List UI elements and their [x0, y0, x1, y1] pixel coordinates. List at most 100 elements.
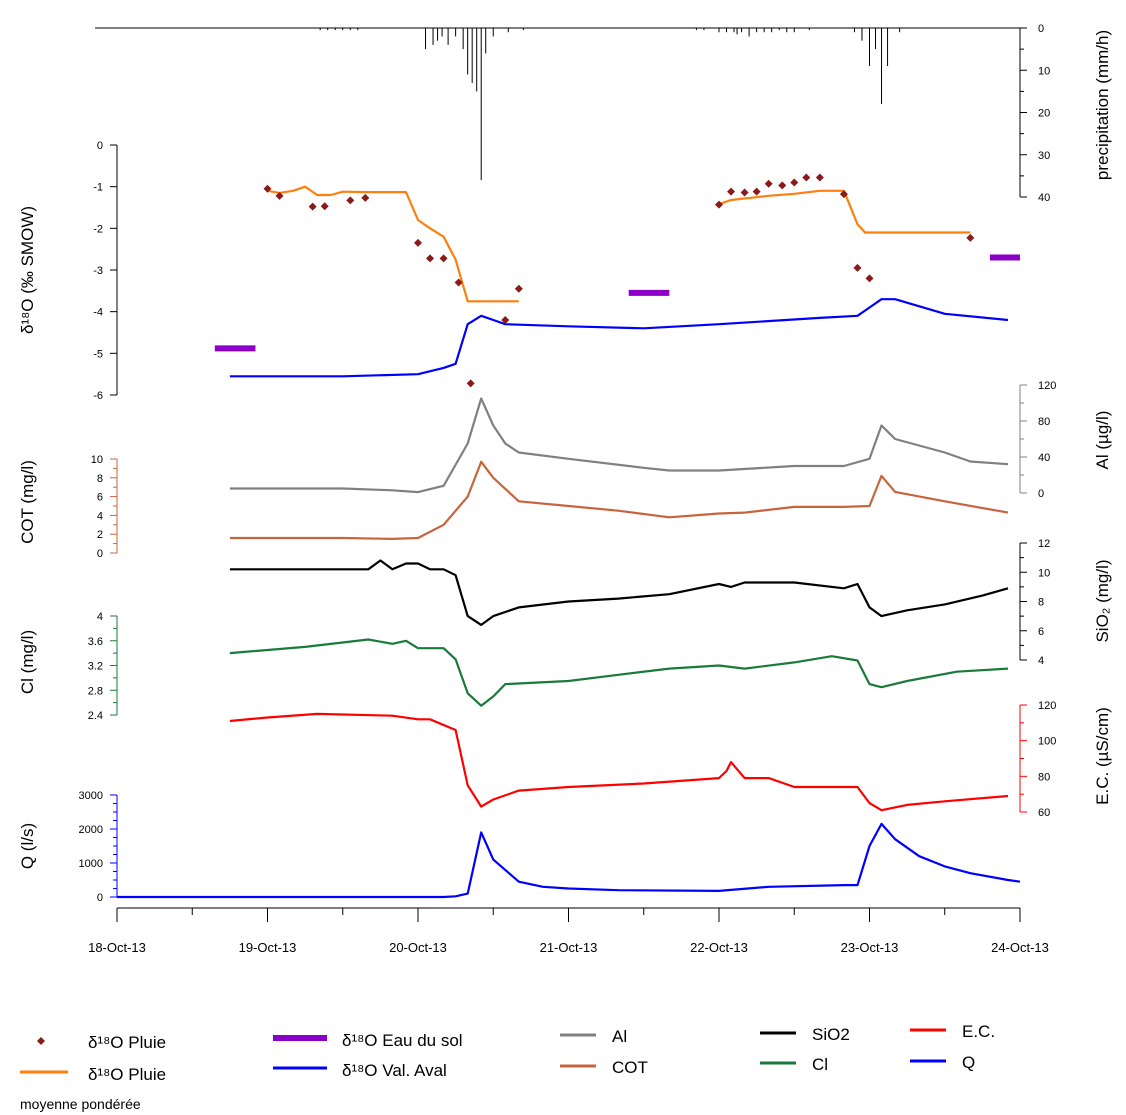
- d18o-pluie-point: [715, 200, 723, 209]
- ec-ticks-label: 100: [1038, 736, 1056, 748]
- al-ticks-label: 80: [1038, 416, 1050, 428]
- cl-ticks-label: 3.2: [88, 661, 103, 673]
- precip-axis-title: precipitation (mm/h): [1093, 30, 1112, 180]
- d18o-pluie-point: [790, 178, 799, 187]
- d18o-ticks-label: -5: [93, 348, 103, 360]
- sio2-axis-title: SiO₂ (mg/l): [1093, 559, 1112, 642]
- precip-ticks: 0 10 20 30 40: [1020, 23, 1050, 204]
- sio2-ticks-label: 4: [1038, 655, 1044, 667]
- cot-axis-title: COT (mg/l): [18, 460, 37, 544]
- ec-panel: 60 80 100 120 E.C. (µS/cm): [1019, 700, 1112, 819]
- cl-ticks-label: 3.6: [88, 636, 103, 648]
- x-tick-label: 19-Oct-13: [239, 940, 297, 955]
- d18o-pluie-point: [414, 238, 422, 247]
- cot-panel: 0 2 4 6 8 10 COT (mg/l): [18, 454, 118, 560]
- d18o-pluie-point: [727, 187, 736, 196]
- d18o-pluie-point: [466, 379, 475, 388]
- d18o-pluie-point: [815, 173, 824, 182]
- precip-ticks-label: 10: [1038, 65, 1050, 77]
- x-tick-label: 18-Oct-13: [88, 940, 146, 955]
- legend: δ¹⁸O Pluie δ¹⁸O Pluie moyenne pondérée δ¹⁸O…: [20, 1022, 995, 1112]
- d18o-axis-title: δ¹⁸O (‰ SMOW): [18, 206, 37, 334]
- sio2-panel: 4 6 8 10 12 SiO₂ (mg/l): [1019, 538, 1112, 667]
- ec-ticks: 60 80 100 120: [1020, 700, 1056, 819]
- d18o-ticks-label: -1: [93, 182, 103, 194]
- d18o-ticks-label: -3: [93, 265, 103, 277]
- al-ticks-label: 40: [1038, 452, 1050, 464]
- d18o-pluie-point: [839, 190, 848, 199]
- cl-axis-title: Cl (mg/l): [18, 630, 37, 694]
- d18o-pluie-point: [439, 254, 448, 263]
- x-tick-label: 20-Oct-13: [389, 940, 447, 955]
- d18o-ticks-label: 0: [97, 140, 103, 152]
- al-ticks-label: 0: [1038, 488, 1044, 500]
- d18o-pluie-moyenne-line: [267, 185, 519, 303]
- al-ticks-label: 120: [1038, 380, 1056, 392]
- d18o-val-aval-line: [229, 298, 1009, 378]
- cot-ticks-label: 6: [97, 492, 103, 504]
- legend-sio2-label: SiO2: [812, 1025, 850, 1044]
- cot-ticks: 0 2 4 6 8 10: [91, 454, 117, 560]
- q-ticks-label: 0: [97, 892, 103, 904]
- sio2-line: [229, 559, 1009, 626]
- cot-ticks-label: 0: [97, 548, 103, 560]
- d18o-pluie-point: [764, 179, 773, 188]
- legend-eau-du-sol-label: δ¹⁸O Eau du sol: [342, 1031, 463, 1050]
- x-ticks: 18-Oct-13 19-Oct-13 20-Oct-13 21-Oct-13 22-O…: [88, 908, 1049, 955]
- cot-ticks-label: 8: [97, 473, 103, 485]
- d18o-ticks-label: -4: [93, 307, 103, 319]
- sio2-ticks-label: 8: [1038, 597, 1044, 609]
- legend-q-label: Q: [962, 1053, 975, 1072]
- sio2-ticks-label: 12: [1038, 538, 1050, 550]
- legend-cot-label: COT: [612, 1058, 648, 1077]
- ec-ticks-label: 120: [1038, 700, 1056, 712]
- d18o-pluie-point: [802, 173, 811, 182]
- x-tick-label: 23-Oct-13: [841, 940, 899, 955]
- legend-moyenne-ponderee-note: moyenne pondérée: [20, 1096, 141, 1112]
- cl-panel: 2.4 2.8 3.2 3.6 4 Cl (mg/l): [18, 611, 118, 722]
- cl-ticks: 2.4 2.8 3.2 3.6 4: [88, 611, 117, 722]
- precip-ticks-label: 30: [1038, 150, 1050, 162]
- sio2-ticks-label: 6: [1038, 626, 1044, 638]
- d18o-pluie-point: [263, 184, 272, 193]
- q-axis-title: Q (l/s): [18, 823, 37, 869]
- d18o-pluie-point: [320, 202, 329, 211]
- q-line: [117, 822, 1021, 899]
- series-lines: [117, 397, 1021, 899]
- legend-cl-label: Cl: [812, 1055, 828, 1074]
- al-panel: 0 40 80 120 Al (µg/l): [1019, 380, 1112, 500]
- q-ticks-label: 2000: [79, 824, 103, 836]
- ec-line: [229, 712, 1009, 812]
- precipitation-panel: 0 10 20 30 40 precipitation (mm/h): [95, 23, 1112, 204]
- q-ticks-label: 3000: [79, 790, 103, 802]
- x-tick-label: 22-Oct-13: [690, 940, 748, 955]
- legend-pluie-label: δ¹⁸O Pluie: [88, 1033, 166, 1052]
- d18o-ticks: 0 -1 -2 -3 -4 -5 -6: [93, 140, 117, 402]
- cot-ticks-label: 2: [97, 529, 103, 541]
- d18o-ticks-label: -6: [93, 390, 103, 402]
- d18o-pluie-point: [361, 193, 370, 202]
- cl-ticks-label: 2.8: [88, 685, 103, 697]
- d18o-pluie-point: [853, 263, 862, 272]
- x-axis: 18-Oct-13 19-Oct-13 20-Oct-13 21-Oct-13 22-O…: [88, 907, 1049, 955]
- sio2-ticks-label: 10: [1038, 567, 1050, 579]
- precip-ticks-label: 20: [1038, 108, 1050, 120]
- precip-ticks-label: 0: [1038, 23, 1044, 35]
- d18o-pluie-point: [501, 316, 510, 324]
- cot-ticks-label: 10: [91, 454, 103, 466]
- al-axis-title: Al (µg/l): [1093, 411, 1112, 470]
- d18o-pluie-point: [346, 196, 355, 205]
- precip-bars: [319, 28, 901, 181]
- ec-ticks-label: 80: [1038, 771, 1050, 783]
- legend-ec-label: E.C.: [962, 1022, 995, 1041]
- d18o-ticks-label: -2: [93, 223, 103, 235]
- al-ticks: 0 40 80 120: [1020, 380, 1056, 500]
- cot-ticks-label: 4: [97, 510, 103, 522]
- q-ticks-label: 1000: [79, 858, 103, 870]
- legend-pluie-marker: [37, 1037, 45, 1045]
- x-tick-label: 24-Oct-13: [991, 940, 1049, 955]
- d18o-pluie-point: [865, 274, 874, 283]
- x-tick-label: 21-Oct-13: [540, 940, 598, 955]
- cot-line: [229, 460, 1009, 540]
